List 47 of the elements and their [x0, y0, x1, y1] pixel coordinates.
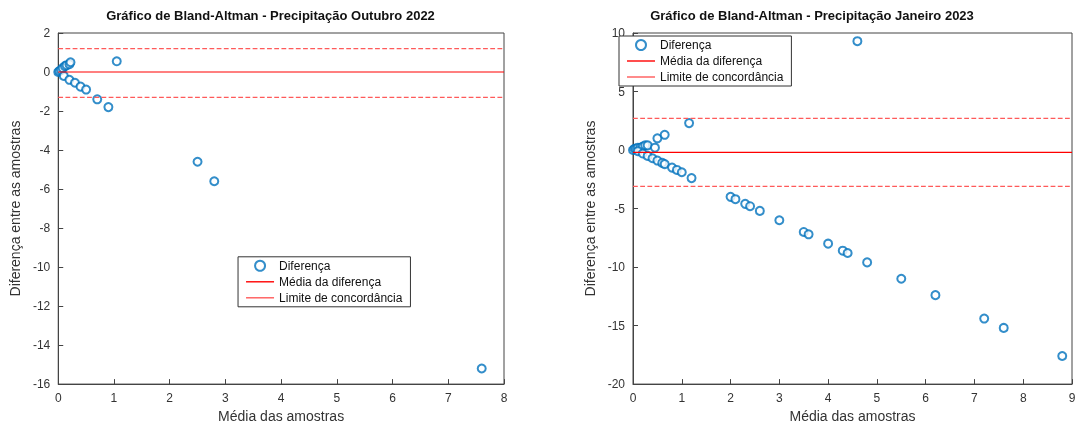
- x-tick-label: 0: [629, 391, 637, 406]
- x-tick-label: 3: [222, 391, 230, 406]
- x-tick-label: 9: [1068, 391, 1076, 406]
- x-tick-label: 8: [1019, 391, 1027, 406]
- y-tick-label: -20: [607, 377, 626, 392]
- y-tick-label: -15: [607, 318, 626, 333]
- x-tick-label: 2: [166, 391, 174, 406]
- legend-label: Média da diferença: [660, 54, 763, 68]
- y-tick-label: 0: [618, 143, 626, 158]
- y-tick-label: -8: [39, 221, 51, 236]
- x-tick-label: 5: [333, 391, 341, 406]
- x-tick-label: 0: [54, 391, 62, 406]
- y-tick-label: -5: [614, 201, 626, 216]
- y-tick-label: -4: [39, 143, 51, 158]
- x-tick-label: 1: [110, 391, 118, 406]
- y-tick-label: -14: [32, 338, 51, 353]
- y-axis-title: Diferença entre as amostras: [581, 120, 598, 297]
- chart-title: Gráfico de Bland-Altman - Precipitação Outubro 2022: [106, 8, 435, 23]
- x-tick-label: 7: [444, 391, 452, 406]
- y-tick-label: -6: [39, 182, 51, 197]
- legend-label: Diferença: [660, 38, 712, 52]
- y-tick-label: -12: [32, 299, 51, 314]
- x-tick-label: 7: [971, 391, 979, 406]
- legend-label: Limite de concordância: [279, 290, 403, 305]
- y-tick-label: -10: [32, 260, 51, 275]
- y-tick-label: -2: [39, 104, 51, 119]
- x-tick-label: 1: [678, 391, 686, 406]
- x-axis-title: Média das amostras: [789, 408, 916, 424]
- x-tick-label: 6: [389, 391, 397, 406]
- x-tick-label: 2: [727, 391, 735, 406]
- y-tick-label: -16: [32, 377, 51, 392]
- x-tick-label: 5: [873, 391, 881, 406]
- legend-label: Limite de concordância: [660, 70, 784, 84]
- x-axis-title: Média das amostras: [218, 408, 345, 424]
- y-tick-label: -10: [607, 260, 626, 275]
- x-tick-label: 6: [922, 391, 930, 406]
- x-tick-label: 4: [277, 391, 285, 406]
- y-tick-label: 5: [618, 84, 626, 99]
- y-tick-label: 2: [43, 26, 51, 40]
- chart-title: Gráfico de Bland-Altman - Precipitação Janeiro 2023: [650, 8, 974, 23]
- y-tick-label: 0: [43, 65, 51, 80]
- legend-label: Diferença: [279, 258, 331, 273]
- legend-label: Média da diferença: [279, 274, 382, 289]
- x-tick-label: 8: [500, 391, 508, 406]
- x-tick-label: 3: [775, 391, 783, 406]
- x-tick-label: 4: [824, 391, 832, 406]
- y-axis-title: Diferença entre as amostras: [7, 120, 23, 297]
